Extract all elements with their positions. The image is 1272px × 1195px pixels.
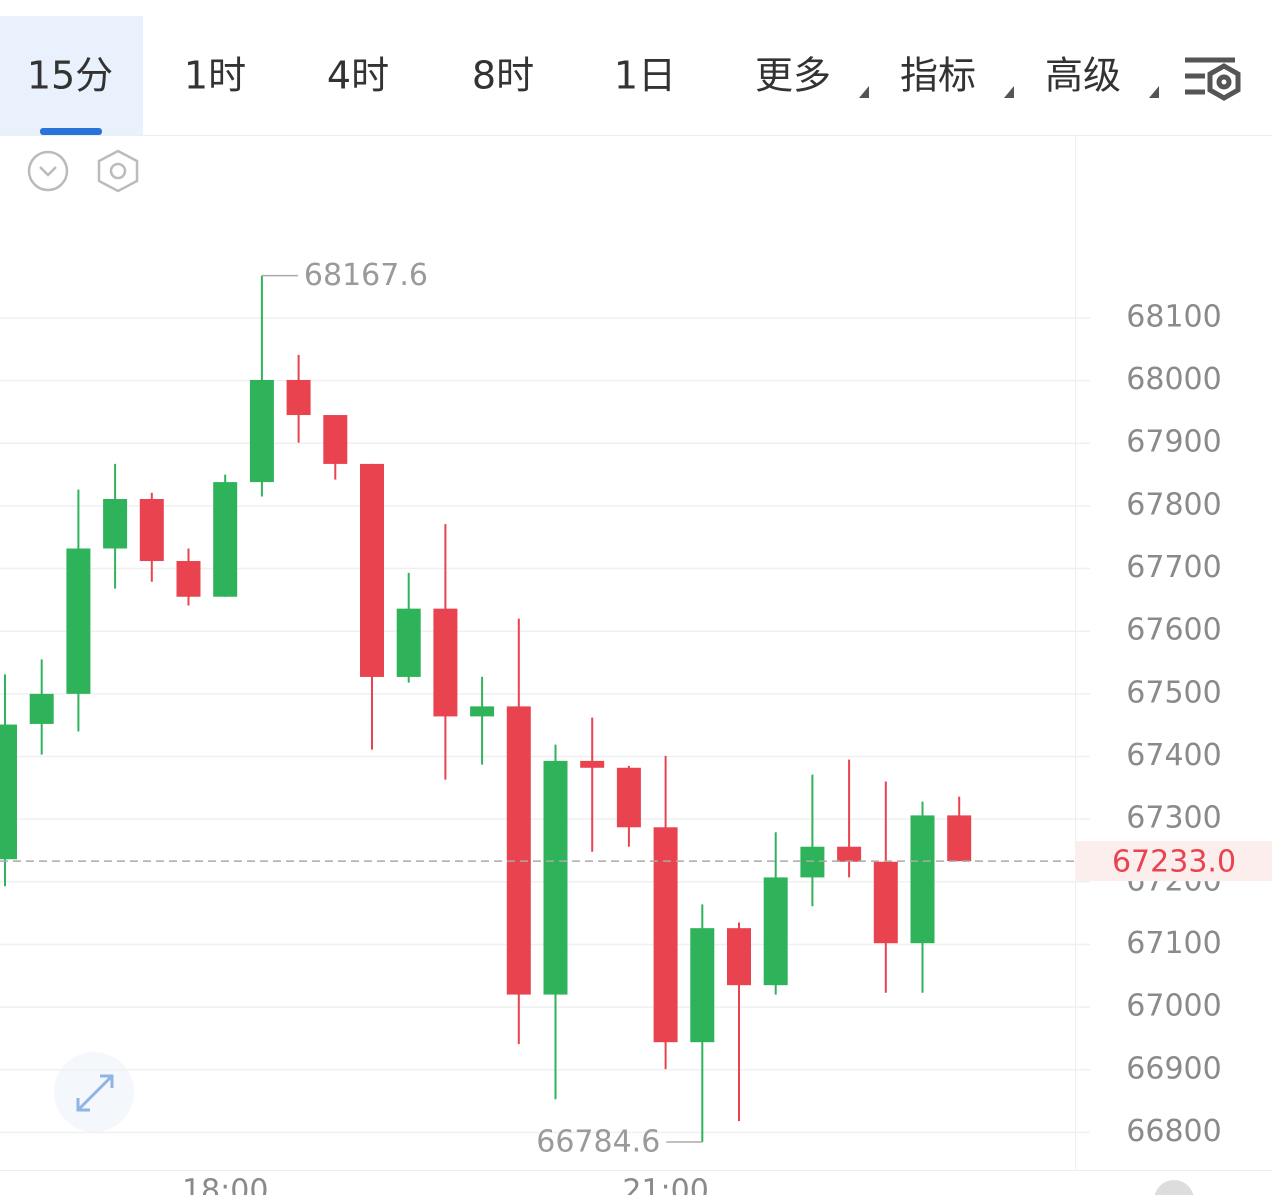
plot: 6680066900670006710067200673006740067500… xyxy=(0,258,1272,1195)
indicator-settings-icon[interactable] xyxy=(97,149,139,193)
y-tick-label: 67500 xyxy=(1126,675,1221,710)
last-price-label: 67233.0 xyxy=(1112,845,1236,880)
candle-body xyxy=(286,379,311,416)
x-tick-label: 18:00 xyxy=(182,1174,268,1195)
candle-body xyxy=(29,693,54,724)
y-tick-label: 66800 xyxy=(1126,1114,1221,1149)
y-tick-label: 67800 xyxy=(1126,487,1221,522)
fullscreen-button[interactable] xyxy=(54,1052,134,1132)
last-price-box xyxy=(1075,841,1272,882)
y-tick-label: 67900 xyxy=(1126,425,1221,460)
active-tab-bg xyxy=(0,16,143,135)
candle-body xyxy=(580,760,605,768)
x-tick-label: 21:00 xyxy=(622,1174,708,1195)
candle-body xyxy=(396,608,421,677)
candle-body xyxy=(763,877,788,986)
candle-body xyxy=(727,928,751,986)
collapse-icon[interactable] xyxy=(27,150,69,192)
tab[interactable]: 4时 xyxy=(327,54,389,98)
tab[interactable]: 8时 xyxy=(472,54,534,98)
candle-body xyxy=(360,463,384,677)
dropdown-arrow xyxy=(1149,86,1159,98)
tab[interactable]: 高级 xyxy=(1045,54,1121,98)
tab-bar: 15分 1时 4时 8时 1日 更多 指标 高级 xyxy=(0,16,1272,136)
candle-body xyxy=(616,767,641,828)
candle-body xyxy=(653,827,678,1043)
tab[interactable]: 1日 xyxy=(614,54,676,98)
candle-body xyxy=(690,928,715,1043)
candle-body xyxy=(433,608,458,717)
candle-body xyxy=(910,815,935,944)
scroll-end-button[interactable] xyxy=(1154,1180,1194,1195)
candle-body xyxy=(139,499,164,562)
y-tick-label: 67100 xyxy=(1126,926,1221,961)
high-annotation: 68167.6 xyxy=(304,258,428,293)
candle-body xyxy=(66,548,91,694)
active-tab-indicator xyxy=(40,128,102,135)
y-tick-label: 67400 xyxy=(1126,738,1221,773)
candle-body xyxy=(873,861,898,944)
candle-body xyxy=(947,815,972,862)
candle-body xyxy=(506,706,531,995)
candle-body xyxy=(323,415,348,464)
candle-body xyxy=(543,760,568,995)
tab[interactable]: 指标 xyxy=(900,54,976,98)
y-tick-label: 67300 xyxy=(1126,801,1221,836)
low-annotation: 66784.6 xyxy=(536,1125,660,1160)
tab[interactable]: 1时 xyxy=(184,54,246,98)
y-tick-label: 66900 xyxy=(1126,1051,1221,1086)
y-tick-label: 67700 xyxy=(1126,550,1221,585)
candle-body xyxy=(213,482,238,597)
tab[interactable]: 15分 xyxy=(27,54,113,98)
candle-body xyxy=(470,706,495,717)
dropdown-arrow xyxy=(1004,86,1014,98)
dropdown-arrow xyxy=(859,86,869,98)
y-tick-label: 67600 xyxy=(1126,613,1221,648)
candle-body xyxy=(837,846,862,862)
candle-body xyxy=(800,846,825,878)
tab[interactable]: 更多 xyxy=(755,54,831,98)
y-tick-label: 68000 xyxy=(1126,362,1221,397)
y-tick-label: 68100 xyxy=(1126,299,1221,334)
candle-body xyxy=(103,499,128,549)
settings-icon[interactable] xyxy=(1185,57,1241,101)
candle-body xyxy=(0,724,17,860)
candle-body xyxy=(249,379,274,483)
y-tick-label: 67000 xyxy=(1126,989,1221,1024)
candle-body xyxy=(176,561,201,597)
